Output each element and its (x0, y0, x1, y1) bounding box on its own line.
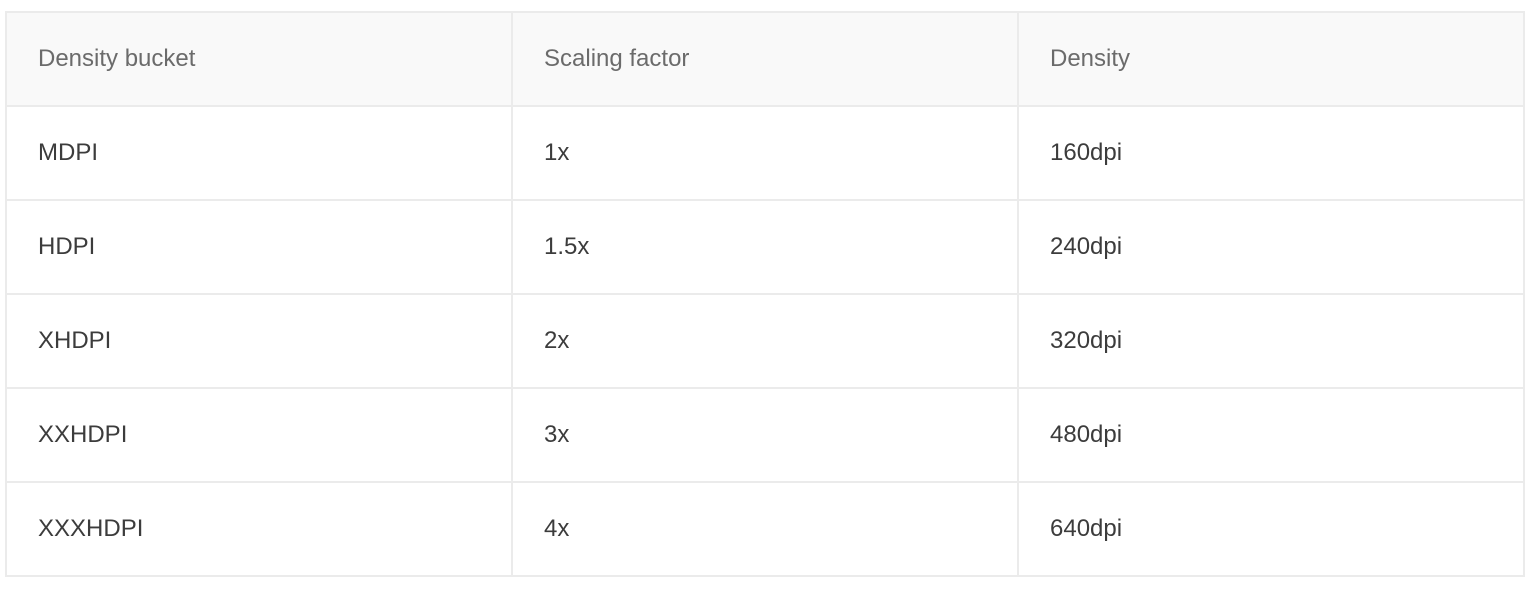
cell-scaling-factor: 1x (511, 105, 1019, 201)
cell-density-bucket: XXXHDPI (5, 481, 513, 577)
density-table: Density bucket Scaling factor Density MD… (5, 11, 1525, 577)
table-row: XHDPI 2x 320dpi (5, 293, 1525, 389)
cell-density-bucket: HDPI (5, 199, 513, 295)
cell-scaling-factor: 3x (511, 387, 1019, 483)
table-row: HDPI 1.5x 240dpi (5, 199, 1525, 295)
cell-density-bucket: XHDPI (5, 293, 513, 389)
density-table-container: Density bucket Scaling factor Density MD… (5, 11, 1525, 577)
cell-density-bucket: MDPI (5, 105, 513, 201)
cell-density: 480dpi (1017, 387, 1525, 483)
table-row: MDPI 1x 160dpi (5, 105, 1525, 201)
column-header-scaling-factor: Scaling factor (511, 11, 1019, 107)
column-header-density-bucket: Density bucket (5, 11, 513, 107)
cell-density-bucket: XXHDPI (5, 387, 513, 483)
column-header-density: Density (1017, 11, 1525, 107)
table-header-row: Density bucket Scaling factor Density (5, 11, 1525, 107)
cell-density: 240dpi (1017, 199, 1525, 295)
table-row: XXHDPI 3x 480dpi (5, 387, 1525, 483)
table-row: XXXHDPI 4x 640dpi (5, 481, 1525, 577)
cell-scaling-factor: 4x (511, 481, 1019, 577)
cell-density: 320dpi (1017, 293, 1525, 389)
cell-scaling-factor: 1.5x (511, 199, 1019, 295)
cell-scaling-factor: 2x (511, 293, 1019, 389)
cell-density: 160dpi (1017, 105, 1525, 201)
cell-density: 640dpi (1017, 481, 1525, 577)
